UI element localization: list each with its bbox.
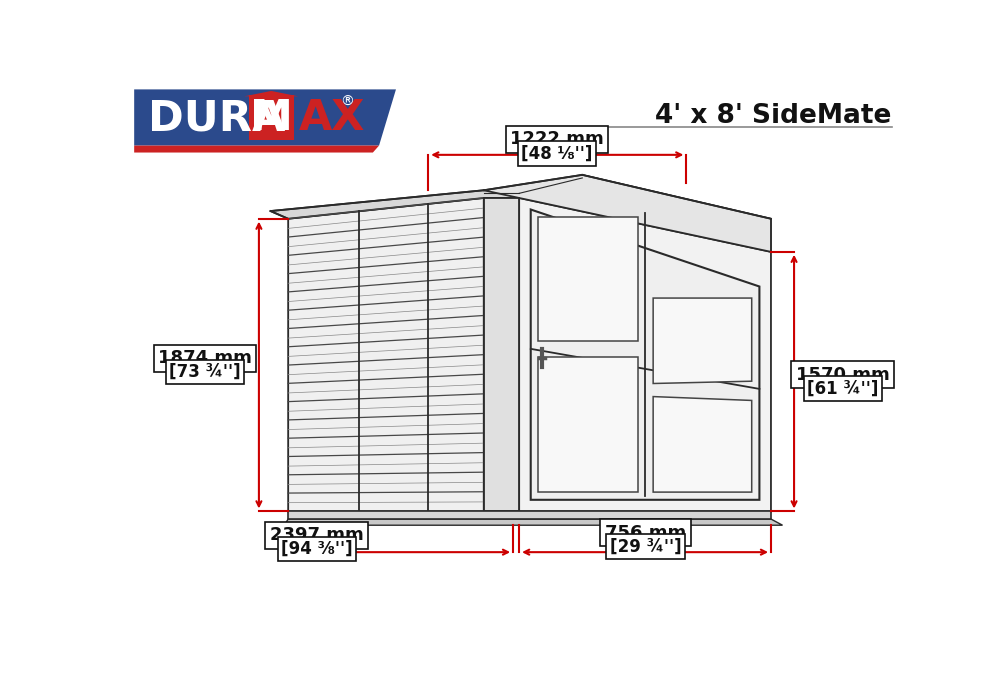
Polygon shape — [483, 175, 770, 252]
Text: [94 ⅜'']: [94 ⅜''] — [281, 540, 352, 558]
Text: 2397 mm: 2397 mm — [270, 526, 363, 544]
Polygon shape — [249, 94, 293, 140]
Text: 1570 mm: 1570 mm — [795, 365, 889, 384]
Text: [73 ¾'']: [73 ¾''] — [170, 363, 241, 381]
Text: AX: AX — [299, 97, 365, 139]
Polygon shape — [483, 198, 519, 511]
Polygon shape — [653, 298, 751, 384]
Text: 756 mm: 756 mm — [604, 524, 685, 542]
Polygon shape — [538, 356, 637, 492]
Text: [29 ¾'']: [29 ¾''] — [609, 538, 681, 556]
Text: DURA: DURA — [147, 97, 285, 139]
Text: M: M — [250, 97, 293, 139]
Polygon shape — [134, 90, 395, 146]
Text: 4' x 8' SideMate: 4' x 8' SideMate — [655, 104, 891, 130]
Polygon shape — [538, 217, 637, 341]
Text: 1874 mm: 1874 mm — [157, 349, 252, 367]
Polygon shape — [519, 175, 770, 252]
Text: ®: ® — [340, 94, 354, 108]
Polygon shape — [284, 519, 781, 525]
Polygon shape — [288, 511, 770, 519]
Polygon shape — [134, 146, 379, 153]
Polygon shape — [270, 190, 519, 218]
Polygon shape — [653, 397, 751, 492]
Text: [48 ⅛'']: [48 ⅛''] — [521, 144, 592, 162]
Polygon shape — [519, 198, 770, 511]
Text: [61 ¾'']: [61 ¾''] — [806, 379, 878, 398]
Text: 1222 mm: 1222 mm — [510, 130, 603, 148]
Polygon shape — [531, 209, 758, 500]
Polygon shape — [288, 198, 483, 511]
Polygon shape — [244, 91, 298, 97]
